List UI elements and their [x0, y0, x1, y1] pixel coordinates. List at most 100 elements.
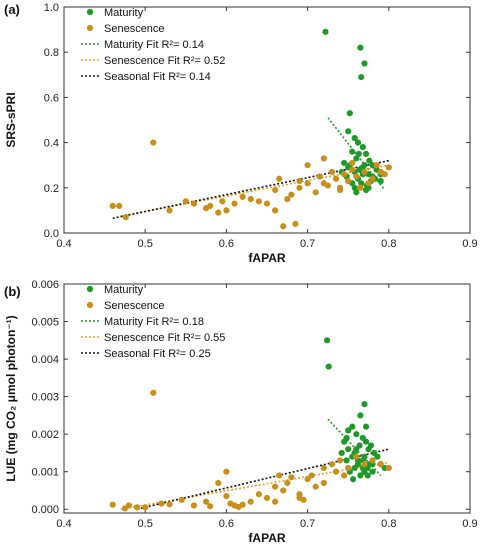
data-point-maturity — [349, 476, 357, 483]
data-point-senescence — [263, 494, 271, 502]
data-point-senescence — [190, 502, 198, 509]
data-point-senescence — [223, 207, 230, 214]
legend-marker — [86, 301, 94, 309]
y-tick-label: 0.003 — [31, 392, 59, 404]
legend-marker — [86, 24, 94, 32]
x-tick-label: 0.9 — [462, 518, 477, 530]
data-point-senescence — [284, 479, 291, 487]
fit-line-seasonal-fit — [112, 159, 389, 220]
data-point-senescence — [272, 483, 279, 490]
data-point-maturity — [365, 446, 372, 453]
data-point-senescence — [357, 184, 364, 191]
data-point-maturity — [323, 337, 331, 344]
data-point-senescence — [247, 196, 254, 203]
plot-area — [109, 337, 392, 512]
legend-entry: Maturity — [104, 7, 144, 19]
y-tick-label: 0.004 — [31, 354, 59, 366]
plot-frame — [63, 283, 471, 514]
data-point-senescence — [349, 166, 356, 173]
data-point-senescence — [308, 472, 315, 479]
legend-entry: Senescence — [104, 23, 165, 35]
fit-line-seasonal-fit — [136, 448, 389, 511]
data-point-senescence — [361, 461, 368, 468]
data-point-senescence — [304, 180, 311, 187]
data-point-senescence — [365, 180, 372, 187]
data-point-senescence — [353, 453, 360, 460]
data-point-senescence — [166, 207, 173, 214]
data-point-senescence — [263, 200, 271, 207]
data-point-maturity — [345, 128, 352, 135]
x-axis-label: fAPAR — [248, 531, 285, 545]
data-point-senescence — [190, 200, 198, 207]
legend-entry: Seasonal Fit R²= 0.25 — [104, 348, 211, 360]
data-point-maturity — [353, 189, 360, 196]
data-point-senescence — [182, 198, 189, 205]
data-point-senescence — [328, 461, 336, 468]
data-point-senescence — [122, 214, 129, 221]
x-tick-label: 0.9 — [462, 238, 477, 250]
data-point-maturity — [341, 159, 348, 167]
data-point-senescence — [328, 168, 336, 176]
legend-marker — [86, 8, 94, 16]
data-point-senescence — [345, 177, 352, 185]
data-point-senescence — [312, 189, 319, 196]
data-point-maturity — [349, 148, 356, 155]
x-tick-label: 0.7 — [300, 238, 315, 250]
data-point-senescence — [276, 472, 283, 479]
y-tick-label: 0.005 — [31, 317, 59, 329]
data-point-senescence — [125, 502, 133, 509]
x-tick-label: 0.7 — [300, 518, 315, 530]
data-point-senescence — [133, 504, 141, 511]
data-point-maturity — [362, 423, 370, 430]
y-tick-label: 0.000 — [31, 504, 59, 516]
data-point-senescence — [215, 209, 222, 216]
y-tick-label: 0.8 — [44, 47, 59, 59]
legend-marker — [86, 285, 94, 293]
data-point-senescence — [296, 177, 303, 185]
data-point-maturity — [357, 412, 364, 419]
data-point-senescence — [292, 220, 299, 228]
panel-label: (a) — [4, 2, 20, 17]
x-tick-label: 0.6 — [219, 518, 234, 530]
data-point-senescence — [361, 168, 368, 176]
data-point-senescence — [166, 501, 173, 508]
y-tick-label: 0.006 — [31, 279, 59, 291]
data-point-senescence — [116, 202, 123, 209]
data-point-maturity — [361, 60, 368, 67]
y-tick-label: 0.4 — [44, 138, 59, 150]
x-tick-label: 0.6 — [219, 238, 234, 250]
plot-frame — [63, 6, 471, 234]
data-point-senescence — [296, 494, 303, 502]
chart-panel-a: 0.4 0.5 0.6 0.7 0.8 0.9 0.0 0.2 0.4 0.6 0.8 1.0 fAPA… — [4, 2, 478, 265]
x-tick-label: 0.4 — [56, 518, 71, 530]
data-point-maturity — [362, 150, 370, 157]
data-point-senescence — [332, 175, 340, 182]
data-point-senescence — [345, 464, 352, 472]
y-tick-label: 1.0 — [44, 2, 59, 14]
data-point-senescence — [320, 155, 327, 162]
data-point-senescence — [276, 175, 283, 182]
data-point-maturity — [365, 184, 372, 191]
panel-label: (b) — [4, 284, 21, 299]
data-point-maturity — [357, 44, 364, 51]
legend-entry: Maturity — [104, 284, 144, 296]
y-axis-label: SRS-sPRI — [4, 92, 18, 147]
plot-area — [109, 28, 392, 230]
data-point-senescence — [381, 171, 388, 178]
y-tick-label: 0.002 — [31, 429, 59, 441]
x-tick-label: 0.5 — [138, 238, 153, 250]
data-point-maturity — [346, 110, 353, 117]
legend: Maturity Senescence Maturity Fit R²= 0.18 S… — [81, 284, 225, 360]
data-point-senescence — [385, 464, 392, 472]
data-point-senescence — [288, 474, 295, 481]
legend-entry: Seasonal Fit R²= 0.14 — [104, 71, 211, 83]
data-point-senescence — [341, 472, 348, 479]
x-tick-label: 0.4 — [56, 238, 71, 250]
y-tick-label: 0.2 — [44, 183, 59, 195]
data-point-senescence — [336, 457, 344, 464]
data-point-maturity — [338, 449, 345, 457]
y-tick-label: 0.001 — [31, 467, 59, 479]
data-point-senescence — [239, 193, 246, 200]
data-point-maturity — [322, 28, 329, 35]
x-tick-label: 0.8 — [381, 238, 396, 250]
